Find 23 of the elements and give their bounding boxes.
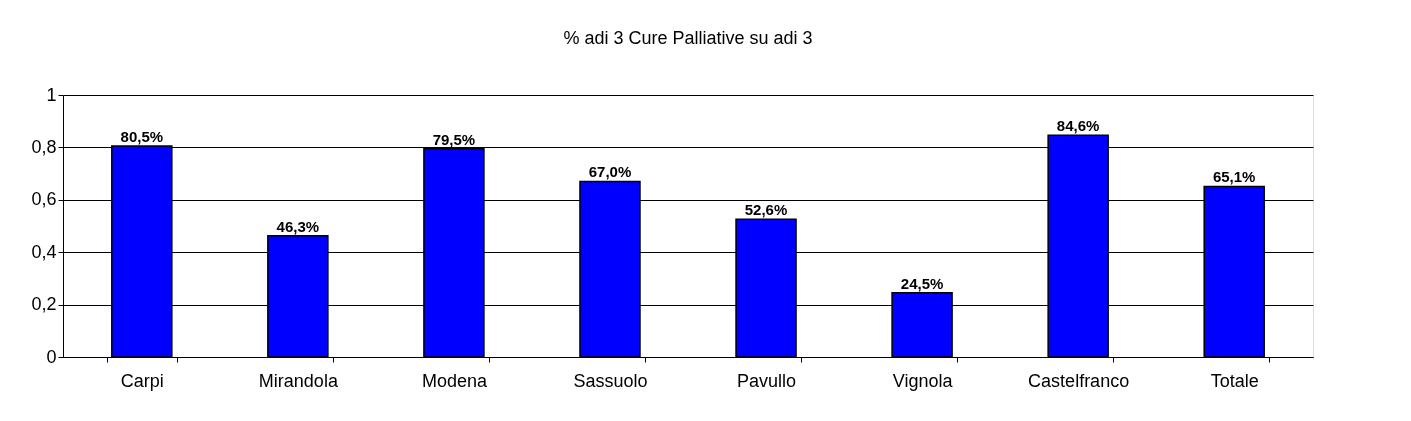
data-label: 80,5%	[120, 128, 164, 146]
y-tick-label: 0,2	[31, 294, 57, 315]
data-label: 46,3%	[276, 217, 320, 235]
data-label: 52,6%	[744, 201, 788, 219]
x-tick-label: Carpi	[120, 370, 164, 391]
y-tick-label: 1	[46, 84, 57, 105]
x-tick-label: Vignola	[892, 370, 954, 391]
y-tick-label: 0,4	[31, 241, 57, 262]
y-tick-label: 0,6	[31, 189, 57, 210]
y-tick-label: 0,8	[31, 136, 57, 157]
x-tick-label: Castelfranco	[1028, 370, 1130, 391]
x-tick-label: Totale	[1210, 370, 1259, 391]
chart-title: % adi 3 Cure Palliative su adi 3	[563, 28, 813, 48]
x-tick-label: Pavullo	[737, 370, 797, 391]
y-tick-label: 0	[46, 346, 57, 367]
data-label: 79,5%	[432, 130, 476, 148]
data-label: 84,6%	[1056, 117, 1100, 135]
x-tick-label: Mirandola	[258, 370, 339, 391]
data-label: 65,1%	[1212, 168, 1256, 186]
data-label: 67,0%	[588, 163, 632, 181]
x-tick-label: Sassuolo	[573, 370, 648, 391]
x-tick-label: Modena	[421, 370, 488, 391]
data-label: 24,5%	[900, 274, 944, 292]
